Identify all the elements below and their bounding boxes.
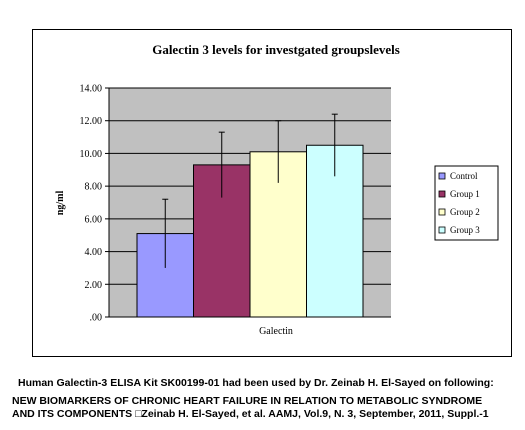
caption-line-3: AND ITS COMPONENTS □Zeinab H. El-Sayed, …: [12, 408, 489, 420]
legend-label: Group 2: [450, 207, 480, 217]
y-axis-label: ng/ml: [55, 191, 66, 216]
y-tick-label: 6.00: [85, 214, 103, 225]
y-tick-label: 10.00: [80, 149, 103, 160]
y-tick-label: 14.00: [80, 84, 103, 95]
legend-label: Control: [450, 171, 478, 181]
legend-swatch: [438, 190, 446, 198]
chart-title: Galectin 3 levels for investgated groups…: [152, 42, 400, 57]
chart-frame: Galectin 3 levels for investgated groups…: [32, 29, 512, 357]
caption-line-1: Human Galectin-3 ELISA Kit SK00199-01 ha…: [18, 377, 494, 389]
legend-box: [434, 165, 499, 241]
y-tick-label: 8.00: [85, 182, 103, 193]
legend: Control Group 1 Group 2 Group 3: [434, 165, 499, 241]
y-tick-label: .00: [90, 313, 103, 324]
legend-swatch: [438, 208, 446, 216]
caption-line-2: NEW BIOMARKERS OF CHRONIC HEART FAILURE …: [12, 395, 483, 407]
legend-label: Group 1: [450, 189, 480, 199]
y-tick-label: 4.00: [85, 247, 103, 258]
chart-canvas: Galectin 3 levels for investgated groups…: [55, 42, 499, 337]
legend-swatch: [438, 172, 446, 180]
legend-label: Group 3: [450, 225, 480, 235]
legend-swatch: [438, 226, 446, 234]
y-tick-label: 12.00: [80, 116, 103, 127]
x-axis-label: Galectin: [259, 326, 293, 337]
y-tick-label: 2.00: [85, 280, 103, 291]
